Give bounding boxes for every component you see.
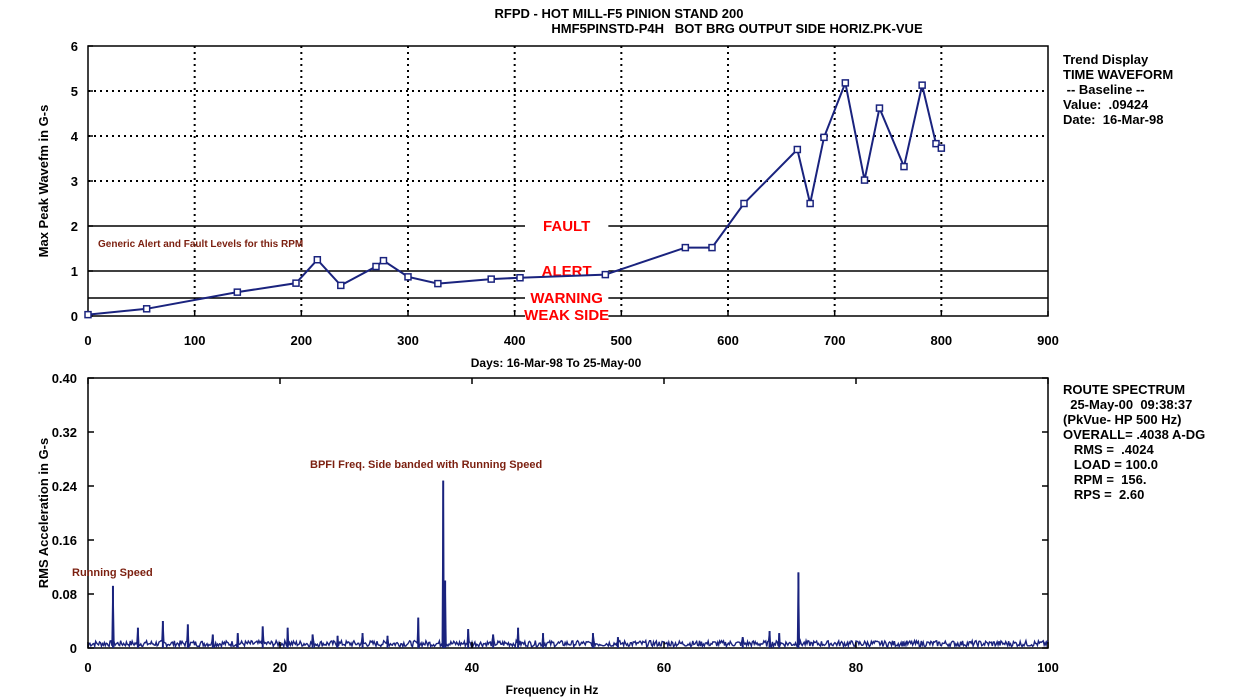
trend-y-tick-label: 3: [71, 174, 78, 189]
trend-data-point: [601, 270, 610, 279]
trend-data-point: [292, 279, 300, 287]
trend-data-point: [379, 256, 388, 265]
spectrum-plot-frame: [87, 377, 1049, 649]
trend-data-point: [708, 243, 716, 252]
spectrum-info-line8: RPS = 2.60: [1063, 487, 1145, 502]
trend-info-line2: TIME WAVEFORM: [1063, 67, 1174, 82]
trend-info-line3: -- Baseline --: [1063, 82, 1145, 97]
level-label-bg-alert: [525, 259, 609, 283]
level-label-bg-fault: [525, 214, 609, 238]
trend-data-point: [932, 139, 940, 148]
trend-data-point: [875, 104, 884, 112]
trend-data-point: [820, 133, 828, 142]
trend-x-tick-label: 900: [1037, 333, 1059, 348]
trend-data-point: [434, 279, 442, 288]
trend-data-point: [793, 145, 802, 154]
trend-data-point: [918, 81, 926, 89]
trend-info-panel: Trend Display TIME WAVEFORM -- Baseline …: [1063, 52, 1173, 127]
trend-y-axis-label: Max Peak Wavefm in G-s: [36, 105, 51, 258]
chart-title-line2: HMF5PINSTD-P4H BOT BRG OUTPUT SIDE HORIZ…: [551, 21, 923, 36]
spectrum-y-tick-label: 0.16: [52, 533, 77, 548]
spectrum-x-tick-label: 20: [273, 660, 287, 675]
trend-y-tick-label: 1: [71, 264, 78, 279]
spectrum-annotation-bpfi: BPFI Freq. Side banded with Running Spee…: [310, 459, 542, 471]
spectrum-annotation-running-speed: Running Speed: [72, 567, 153, 579]
spectrum-info-panel: ROUTE SPECTRUM 25-May-00 09:38:37 (PkVue…: [1063, 382, 1205, 502]
trend-x-tick-label: 500: [610, 333, 632, 348]
trend-data-point: [841, 79, 850, 87]
trend-info-line5: Date: 16-Mar-98: [1063, 112, 1164, 127]
spectrum-y-axis-label: RMS Acceleration in G-s: [36, 438, 51, 589]
spectrum-info-line4: OVERALL= .4038 A-DG: [1063, 427, 1206, 442]
trend-x-tick-label: 200: [290, 333, 312, 348]
trend-data-point: [900, 162, 908, 171]
spectrum-y-tick-label: 0.32: [52, 425, 77, 440]
trend-x-tick-label: 800: [930, 333, 952, 348]
trend-y-tick-label: 0: [71, 309, 78, 324]
trend-data-point: [142, 305, 151, 313]
trend-x-tick-label: 0: [84, 333, 91, 348]
trend-data-point: [84, 310, 92, 319]
level-label-fault: FAULT: [543, 218, 590, 235]
trend-y-tick-label: 4: [71, 129, 79, 144]
trend-data-point: [681, 243, 690, 252]
trend-annotation: Generic Alert and Fault Levels for this …: [98, 239, 303, 250]
level-label-bg-warning: [525, 290, 609, 327]
trend-series-line: [87, 79, 942, 316]
chart-title-line1: RFPD - HOT MILL-F5 PINION STAND 200: [494, 6, 744, 21]
trend-y-tick-label: 6: [71, 39, 78, 54]
spectrum-x-tick-label: 100: [1037, 660, 1059, 675]
spectrum-info-line7: RPM = 156.: [1063, 472, 1147, 487]
trend-data-point: [372, 262, 380, 271]
spectrum-y-tick-label: 0: [70, 641, 77, 656]
trend-y-tick-label: 2: [71, 219, 78, 234]
trend-data-point: [860, 176, 869, 184]
level-label-warning: WARNING: [530, 290, 603, 307]
spectrum-y-tick-label: 0.08: [52, 587, 77, 602]
trend-data-point: [313, 256, 322, 264]
trend-data-point: [487, 275, 495, 283]
trend-data-point: [404, 273, 412, 281]
spectrum-y-tick-label: 0.40: [52, 371, 77, 386]
spectrum-x-axis-label: Frequency in Hz: [506, 683, 599, 697]
trend-info-line4: Value: .09424: [1063, 97, 1149, 112]
spectrum-info-line3: (PkVue- HP 500 Hz): [1063, 412, 1182, 427]
spectrum-trace: [87, 480, 1049, 650]
trend-data-point: [337, 281, 345, 290]
trend-x-tick-label: 600: [717, 333, 739, 348]
spectrum-info-line6: LOAD = 100.0: [1063, 457, 1159, 472]
trend-data-point: [806, 199, 814, 208]
spectrum-x-tick-label: 80: [849, 660, 863, 675]
spectrum-x-tick-label: 40: [465, 660, 479, 675]
trend-y-tick-label: 5: [71, 84, 78, 99]
level-label-weak-side: WEAK SIDE: [524, 307, 609, 324]
spectrum-info-line1: ROUTE SPECTRUM: [1063, 382, 1186, 397]
trend-data-point: [740, 199, 748, 208]
trend-x-tick-label: 400: [504, 333, 526, 348]
spectrum-info-line5: RMS = .4024: [1063, 442, 1154, 457]
trend-data-point: [516, 274, 524, 282]
spectrum-x-tick-label: 0: [84, 660, 91, 675]
trend-data-point: [233, 288, 242, 296]
trend-x-tick-label: 100: [184, 333, 206, 348]
spectrum-info-line2: 25-May-00 09:38:37: [1063, 397, 1193, 412]
trend-x-axis-label: Days: 16-Mar-98 To 25-May-00: [471, 356, 642, 370]
trend-x-tick-label: 700: [824, 333, 846, 348]
trend-data-point: [937, 144, 946, 152]
spectrum-x-tick-label: 60: [657, 660, 671, 675]
trend-x-tick-label: 300: [397, 333, 419, 348]
spectrum-y-tick-label: 0.24: [52, 479, 78, 494]
trend-info-line1: Trend Display: [1063, 52, 1149, 67]
